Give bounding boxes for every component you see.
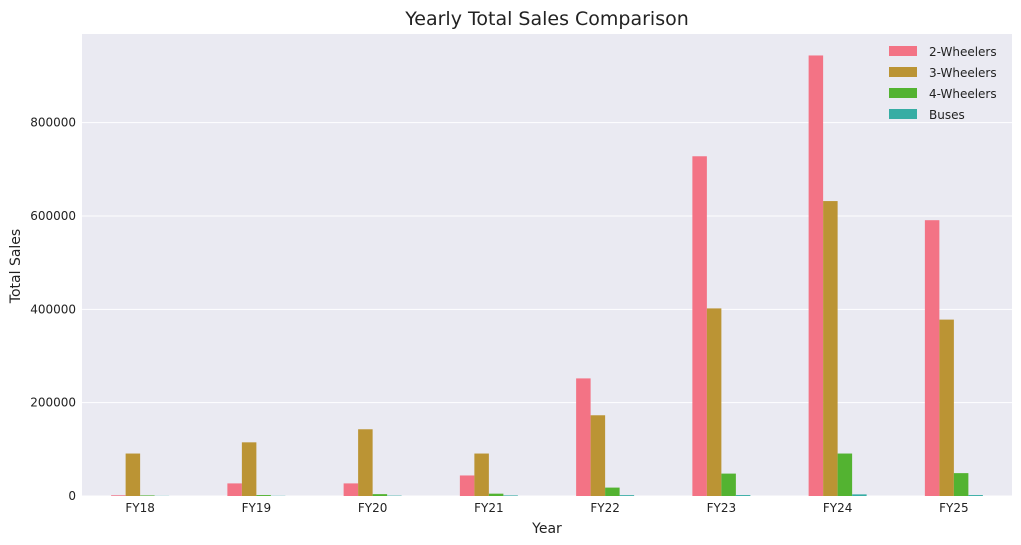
chart-title: Yearly Total Sales Comparison <box>404 8 689 30</box>
legend-swatch <box>889 46 917 56</box>
legend: 2-Wheelers 3-Wheelers 4-Wheelers Buses <box>889 45 997 122</box>
bar <box>939 319 954 496</box>
bar <box>241 442 257 496</box>
bar <box>140 495 155 496</box>
x-tick-label: FY21 <box>474 501 504 515</box>
legend-label: Buses <box>929 108 965 122</box>
y-tick-label: 800000 <box>30 116 76 130</box>
legend-swatch <box>889 88 917 98</box>
y-tick-label: 600000 <box>30 209 76 223</box>
x-tick-label: FY24 <box>823 501 853 515</box>
bar <box>590 415 606 496</box>
bar <box>735 495 751 496</box>
bar <box>619 495 635 496</box>
bar <box>837 453 853 496</box>
bar <box>576 378 591 496</box>
bar <box>692 156 707 496</box>
legend-swatch <box>889 67 917 77</box>
x-tick-label: FY22 <box>590 501 620 515</box>
legend-label: 2-Wheelers <box>929 45 997 59</box>
x-axis-title: Year <box>531 521 562 537</box>
bar <box>256 495 271 496</box>
bar <box>503 495 518 496</box>
bar <box>924 220 940 496</box>
bar <box>343 483 359 496</box>
x-tick-label: FY20 <box>358 501 388 515</box>
bar <box>474 453 489 496</box>
bar <box>823 201 838 497</box>
x-tick-label: FY19 <box>242 501 272 515</box>
bar <box>968 495 983 496</box>
bar <box>111 495 126 496</box>
bar <box>358 429 373 496</box>
bar <box>125 453 141 496</box>
legend-label: 3-Wheelers <box>929 66 997 80</box>
bar <box>227 483 242 496</box>
bar <box>372 494 388 496</box>
plot-background <box>82 34 1012 496</box>
bar <box>808 55 824 496</box>
bar <box>488 493 504 496</box>
y-tick-label: 0 <box>68 489 76 503</box>
bar <box>459 475 475 496</box>
bar <box>706 308 722 496</box>
x-tick-label: FY18 <box>125 501 155 515</box>
y-tick-label: 400000 <box>30 302 76 316</box>
legend-label: 4-Wheelers <box>929 87 997 101</box>
bar <box>852 494 867 496</box>
plot-area <box>82 34 1012 497</box>
bar <box>605 487 620 496</box>
x-tick-label: FY25 <box>939 501 969 515</box>
legend-swatch <box>889 109 917 119</box>
bar <box>721 473 736 496</box>
y-tick-label: 200000 <box>30 396 76 410</box>
x-tick-label: FY23 <box>707 501 737 515</box>
y-axis-title: Total Sales <box>8 229 24 304</box>
bar <box>953 473 969 496</box>
